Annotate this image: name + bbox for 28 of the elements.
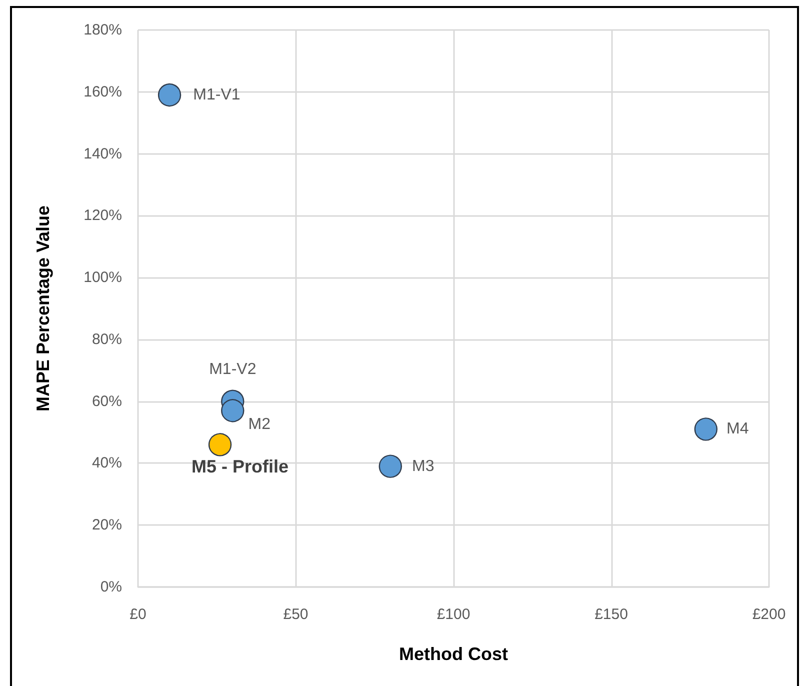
point [378, 454, 402, 478]
y-tick-label: 120% [84, 207, 122, 224]
y-tick-label: 60% [92, 392, 122, 410]
x-tick-label: £100 [436, 606, 470, 623]
y-tick-label: 160% [84, 83, 122, 100]
y-tick-label: 40% [92, 454, 122, 472]
y-tick-label: 80% [92, 330, 122, 348]
point [208, 433, 232, 456]
y-tick-label: 140% [84, 145, 122, 162]
y-tick-label: 180% [84, 22, 122, 38]
y-tick-label: 0% [100, 578, 122, 596]
x-tick-label: £50 [283, 606, 308, 623]
x-tick-label: £200 [752, 606, 786, 623]
y-tick-label: 20% [92, 516, 122, 534]
series-label: M2 [248, 416, 271, 434]
series-label: M1-V2 [209, 361, 256, 378]
series-label: M1-V1 [193, 86, 240, 104]
y-tick-label: 100% [84, 269, 122, 286]
point [158, 83, 182, 107]
point [694, 418, 718, 441]
series-label: M4 [726, 420, 749, 438]
y-axis-title: MAPE Percentage Value [33, 205, 53, 412]
x-tick-label: £0 [130, 606, 146, 623]
x-axis-title: Method Cost [399, 644, 508, 664]
point [221, 399, 244, 422]
series-label: M3 [412, 458, 434, 475]
x-tick-label: £150 [594, 606, 628, 623]
series-label: M5 - Profile [192, 456, 289, 476]
